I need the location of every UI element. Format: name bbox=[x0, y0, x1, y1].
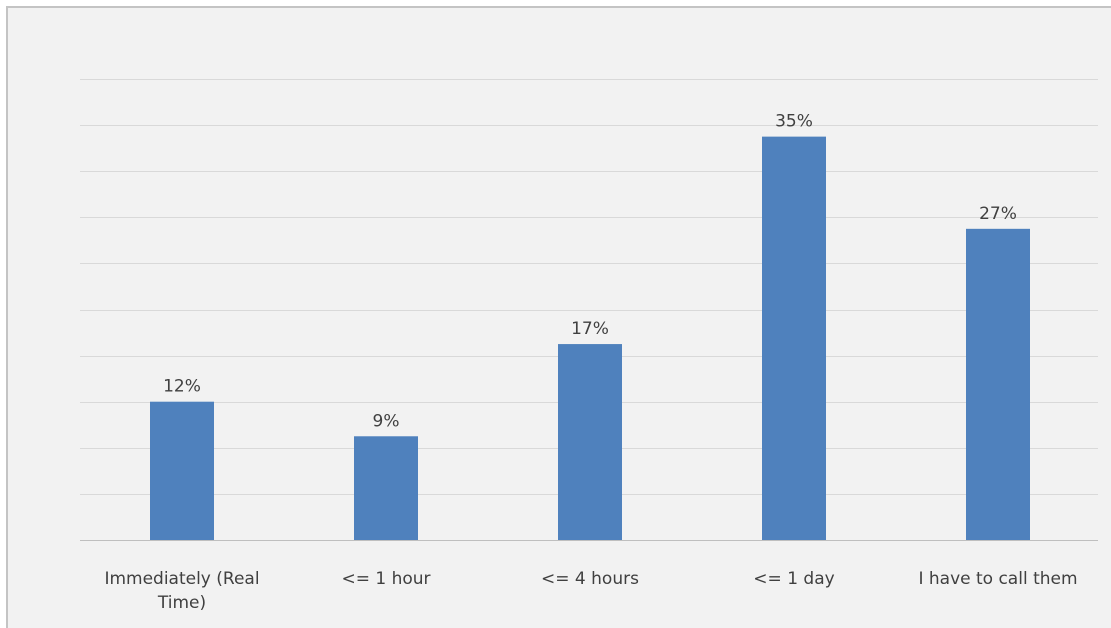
bar bbox=[150, 401, 214, 540]
category-label: I have to call them bbox=[918, 569, 1077, 589]
category-label: <= 1 day bbox=[753, 569, 834, 589]
category-label: Time) bbox=[157, 593, 206, 613]
data-label: 9% bbox=[373, 411, 400, 431]
category-label: <= 4 hours bbox=[541, 569, 639, 589]
data-label: 12% bbox=[163, 377, 201, 397]
bar bbox=[966, 228, 1030, 540]
bar bbox=[558, 344, 622, 540]
data-label: 27% bbox=[979, 204, 1017, 224]
category-label: Immediately (Real bbox=[104, 569, 259, 589]
bar bbox=[354, 436, 418, 540]
bars bbox=[150, 136, 1030, 540]
category-label: <= 1 hour bbox=[341, 569, 430, 589]
bar bbox=[762, 136, 826, 540]
data-label: 17% bbox=[571, 319, 609, 339]
data-label: 35% bbox=[775, 112, 813, 132]
category-labels: Immediately (Real Time) <= 1 hour <= 4 hour… bbox=[104, 569, 1077, 613]
data-labels: 12% 9% 17% 35% 27% bbox=[163, 112, 1017, 432]
